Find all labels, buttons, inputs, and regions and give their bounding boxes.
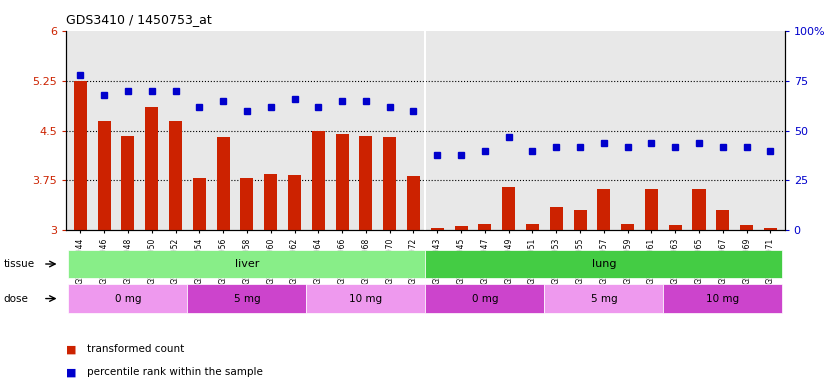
Bar: [288, 175, 301, 230]
Bar: [240, 179, 254, 230]
Text: GDS3410 / 1450753_at: GDS3410 / 1450753_at: [66, 13, 211, 26]
Bar: [454, 227, 468, 230]
Text: tissue: tissue: [3, 259, 35, 269]
Bar: [502, 187, 515, 230]
Bar: [74, 81, 87, 230]
Text: 0 mg: 0 mg: [472, 293, 498, 304]
Text: percentile rank within the sample: percentile rank within the sample: [87, 367, 263, 377]
Bar: [359, 136, 373, 230]
Bar: [145, 107, 159, 230]
Bar: [264, 174, 278, 230]
Bar: [192, 179, 206, 230]
Text: 10 mg: 10 mg: [349, 293, 382, 304]
Bar: [335, 134, 349, 230]
Bar: [597, 189, 610, 230]
Bar: [621, 224, 634, 230]
Text: 5 mg: 5 mg: [234, 293, 260, 304]
Text: liver: liver: [235, 259, 259, 269]
Bar: [430, 228, 444, 230]
Bar: [311, 131, 325, 230]
Bar: [764, 228, 777, 230]
Bar: [169, 121, 182, 230]
Text: 10 mg: 10 mg: [706, 293, 739, 304]
Bar: [692, 189, 705, 230]
Bar: [716, 210, 729, 230]
Bar: [645, 189, 658, 230]
Text: dose: dose: [3, 293, 28, 304]
Bar: [121, 136, 135, 230]
Bar: [740, 225, 753, 230]
Bar: [97, 121, 111, 230]
Bar: [550, 207, 563, 230]
Bar: [478, 224, 491, 230]
Text: 5 mg: 5 mg: [591, 293, 617, 304]
Text: ■: ■: [66, 344, 77, 354]
Bar: [669, 225, 681, 230]
Bar: [526, 224, 539, 230]
Bar: [216, 137, 230, 230]
Text: ■: ■: [66, 367, 77, 377]
Bar: [383, 137, 396, 230]
Bar: [573, 210, 586, 230]
Text: lung: lung: [591, 259, 616, 269]
Bar: [407, 176, 420, 230]
Text: transformed count: transformed count: [87, 344, 184, 354]
Text: 0 mg: 0 mg: [115, 293, 141, 304]
